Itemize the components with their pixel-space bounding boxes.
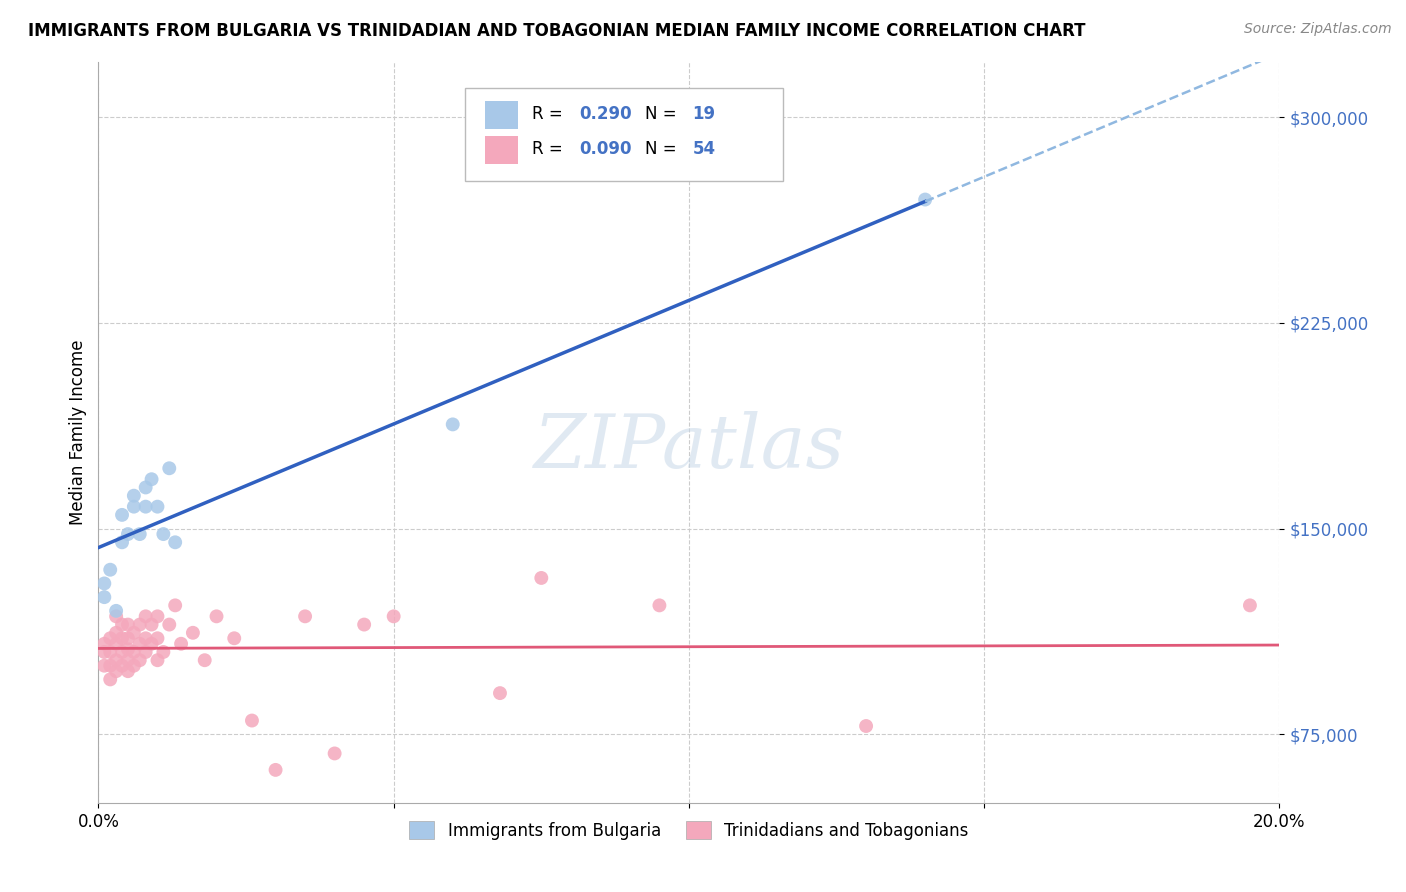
- Text: R =: R =: [531, 140, 568, 158]
- Point: [530, 571, 553, 585]
- Point: [146, 609, 169, 624]
- Point: [122, 658, 145, 673]
- Point: [128, 653, 150, 667]
- Point: [264, 763, 287, 777]
- Text: 19: 19: [693, 104, 716, 122]
- Point: [93, 645, 115, 659]
- Point: [117, 632, 139, 646]
- Point: [914, 193, 936, 207]
- Point: [117, 653, 139, 667]
- Y-axis label: Median Family Income: Median Family Income: [69, 340, 87, 525]
- Point: [135, 609, 157, 624]
- FancyBboxPatch shape: [485, 136, 517, 164]
- Point: [135, 632, 157, 646]
- Point: [105, 625, 128, 640]
- FancyBboxPatch shape: [485, 101, 517, 129]
- Point: [146, 632, 169, 646]
- Point: [111, 508, 134, 522]
- Point: [117, 642, 139, 657]
- Point: [135, 645, 157, 659]
- Point: [323, 747, 346, 761]
- Point: [152, 527, 174, 541]
- Point: [165, 535, 187, 549]
- Point: [111, 535, 134, 549]
- FancyBboxPatch shape: [464, 88, 783, 181]
- Point: [648, 599, 671, 613]
- Point: [122, 645, 145, 659]
- Text: 54: 54: [693, 140, 716, 158]
- Point: [93, 637, 115, 651]
- Point: [105, 604, 128, 618]
- Point: [105, 637, 128, 651]
- Point: [111, 617, 134, 632]
- Text: 0.290: 0.290: [579, 104, 631, 122]
- Point: [117, 527, 139, 541]
- Point: [93, 658, 115, 673]
- Legend: Immigrants from Bulgaria, Trinidadians and Tobagonians: Immigrants from Bulgaria, Trinidadians a…: [402, 814, 976, 847]
- Point: [105, 664, 128, 678]
- Point: [111, 632, 134, 646]
- Point: [98, 658, 121, 673]
- Point: [441, 417, 464, 432]
- Point: [117, 664, 139, 678]
- Point: [111, 645, 134, 659]
- Point: [194, 653, 217, 667]
- Point: [128, 637, 150, 651]
- Point: [98, 673, 121, 687]
- Point: [141, 637, 163, 651]
- Point: [224, 632, 246, 646]
- Point: [165, 599, 187, 613]
- Point: [111, 658, 134, 673]
- Point: [353, 617, 375, 632]
- Point: [157, 461, 180, 475]
- Point: [181, 625, 204, 640]
- Point: [117, 617, 139, 632]
- Point: [170, 637, 193, 651]
- Text: R =: R =: [531, 104, 568, 122]
- Text: Source: ZipAtlas.com: Source: ZipAtlas.com: [1244, 22, 1392, 37]
- Text: 0.090: 0.090: [579, 140, 631, 158]
- Text: ZIPatlas: ZIPatlas: [533, 411, 845, 483]
- Point: [122, 625, 145, 640]
- Point: [135, 480, 157, 494]
- Point: [98, 632, 121, 646]
- Point: [98, 563, 121, 577]
- Point: [382, 609, 405, 624]
- Point: [135, 500, 157, 514]
- Point: [93, 576, 115, 591]
- Point: [855, 719, 877, 733]
- Point: [105, 653, 128, 667]
- Point: [146, 500, 169, 514]
- Point: [240, 714, 263, 728]
- Text: IMMIGRANTS FROM BULGARIA VS TRINIDADIAN AND TOBAGONIAN MEDIAN FAMILY INCOME CORR: IMMIGRANTS FROM BULGARIA VS TRINIDADIAN …: [28, 22, 1085, 40]
- Text: N =: N =: [645, 104, 682, 122]
- Point: [105, 609, 128, 624]
- Point: [122, 500, 145, 514]
- Text: N =: N =: [645, 140, 682, 158]
- Point: [122, 489, 145, 503]
- Point: [205, 609, 228, 624]
- Point: [489, 686, 512, 700]
- Point: [128, 527, 150, 541]
- Point: [294, 609, 316, 624]
- Point: [146, 653, 169, 667]
- Point: [93, 590, 115, 604]
- Point: [128, 617, 150, 632]
- Point: [1239, 599, 1261, 613]
- Point: [98, 645, 121, 659]
- Point: [141, 472, 163, 486]
- Point: [157, 617, 180, 632]
- Point: [152, 645, 174, 659]
- Point: [141, 617, 163, 632]
